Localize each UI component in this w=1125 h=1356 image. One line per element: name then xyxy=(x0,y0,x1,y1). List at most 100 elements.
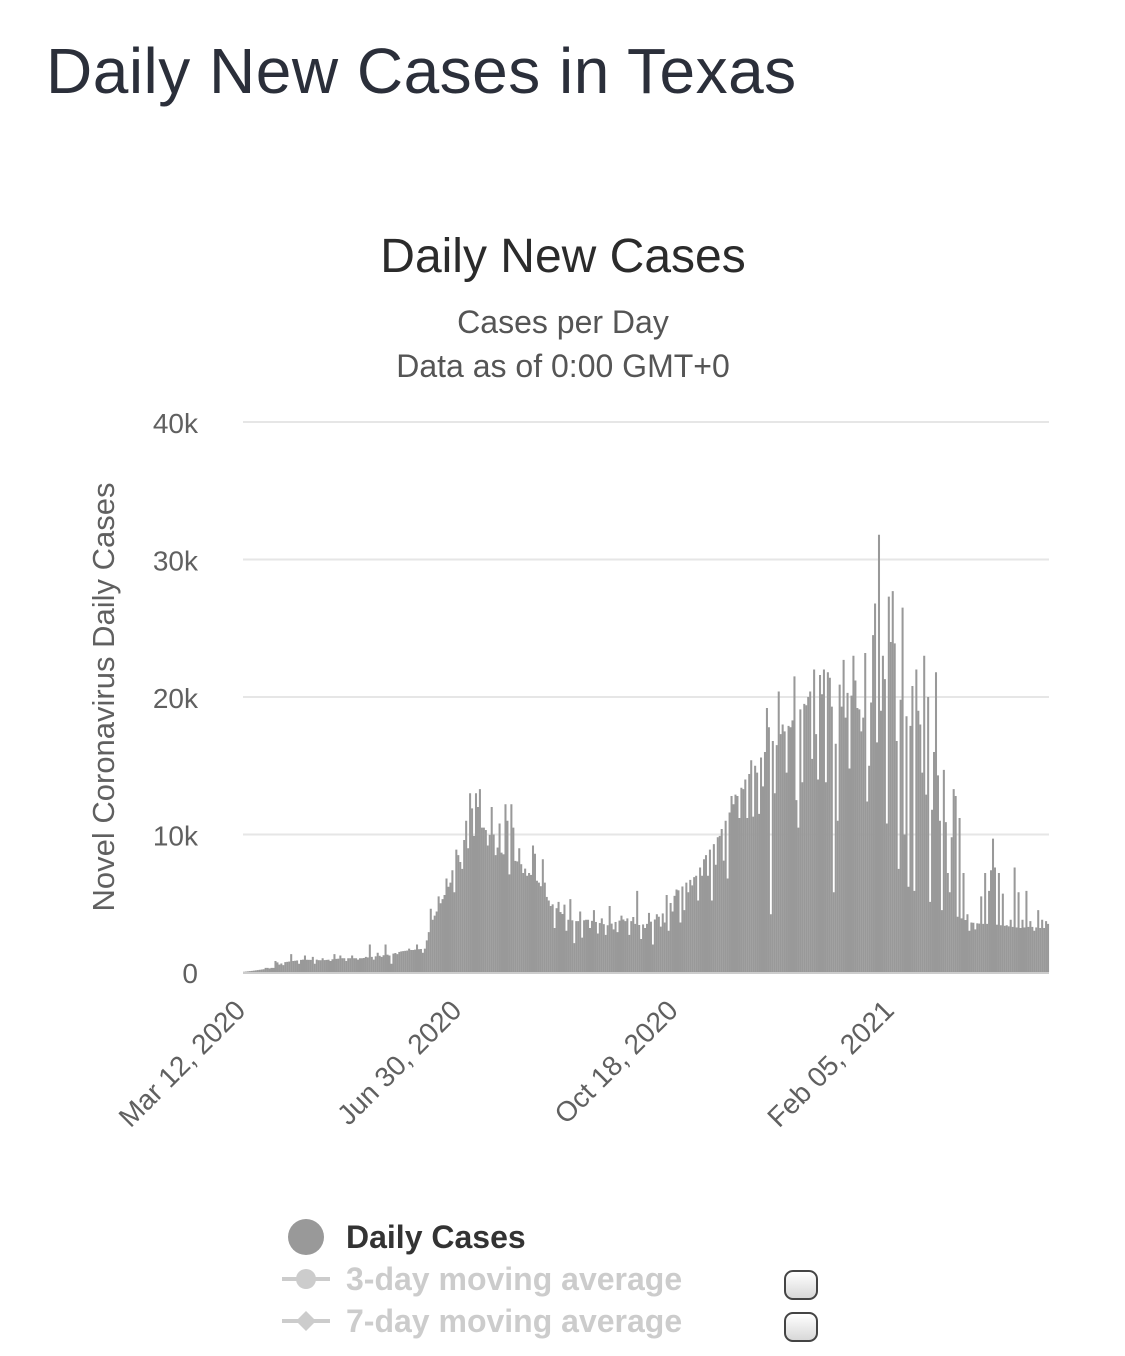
bar-day-12[interactable] xyxy=(266,967,269,973)
bar-day-78[interactable] xyxy=(396,954,399,973)
bar-day-337[interactable] xyxy=(905,716,908,972)
bar-day-335[interactable] xyxy=(901,607,904,973)
bar-day-334[interactable] xyxy=(899,699,902,972)
bar-day-303[interactable] xyxy=(838,684,841,973)
bar-day-353[interactable] xyxy=(936,775,939,973)
bar-day-164[interactable] xyxy=(565,930,568,972)
bar-day-280[interactable] xyxy=(793,676,796,973)
bar-day-105[interactable] xyxy=(449,882,452,973)
bar-day-15[interactable] xyxy=(272,967,275,973)
bar-day-47[interactable] xyxy=(335,958,338,972)
bar-day-327[interactable] xyxy=(885,823,888,973)
bar-day-351[interactable] xyxy=(933,752,936,972)
bar-day-344[interactable] xyxy=(919,724,922,973)
bar-day-144[interactable] xyxy=(526,875,529,972)
bar-day-6[interactable] xyxy=(254,970,257,972)
bar-day-178[interactable] xyxy=(592,910,595,973)
bar-day-32[interactable] xyxy=(305,959,308,972)
bar-day-390[interactable] xyxy=(1009,919,1012,972)
bar-day-367[interactable] xyxy=(964,920,967,972)
bar-day-409[interactable] xyxy=(1047,923,1050,973)
bar-day-158[interactable] xyxy=(553,928,556,972)
bar-day-56[interactable] xyxy=(353,958,356,972)
bar-day-389[interactable] xyxy=(1007,926,1010,972)
bar-day-169[interactable] xyxy=(575,921,578,973)
bar-day-116[interactable] xyxy=(471,808,474,973)
bar-day-77[interactable] xyxy=(394,953,397,972)
bar-day-360[interactable] xyxy=(950,837,953,972)
bar-day-372[interactable] xyxy=(974,929,977,973)
bar-day-166[interactable] xyxy=(569,899,572,973)
bar-day-341[interactable] xyxy=(913,890,916,973)
bar-day-371[interactable] xyxy=(972,922,975,972)
bar-day-142[interactable] xyxy=(522,873,525,972)
bar-day-51[interactable] xyxy=(343,958,346,972)
bar-day-233[interactable] xyxy=(701,875,704,972)
bar-day-184[interactable] xyxy=(604,934,607,973)
bar-day-155[interactable] xyxy=(547,900,550,973)
bar-day-368[interactable] xyxy=(966,914,969,972)
bar-day-245[interactable] xyxy=(724,820,727,972)
bar-day-229[interactable] xyxy=(693,877,696,973)
bar-day-21[interactable] xyxy=(284,962,287,972)
bar-day-302[interactable] xyxy=(836,820,839,972)
bar-day-38[interactable] xyxy=(317,960,320,972)
bar-day-376[interactable] xyxy=(982,923,985,973)
bar-day-11[interactable] xyxy=(264,967,267,973)
bar-day-146[interactable] xyxy=(530,874,533,972)
bar-day-89[interactable] xyxy=(417,949,420,972)
bar-day-212[interactable] xyxy=(659,926,662,973)
bar-day-128[interactable] xyxy=(494,855,497,973)
bar-day-216[interactable] xyxy=(667,930,670,972)
bar-day-399[interactable] xyxy=(1027,926,1030,972)
bar-day-104[interactable] xyxy=(447,886,450,972)
bar-day-198[interactable] xyxy=(632,917,635,972)
bar-day-180[interactable] xyxy=(596,933,599,973)
bar-day-384[interactable] xyxy=(997,873,1000,972)
bar-day-161[interactable] xyxy=(559,912,562,972)
bar-day-172[interactable] xyxy=(581,937,584,973)
bar-day-76[interactable] xyxy=(392,953,395,972)
bar-day-225[interactable] xyxy=(685,882,688,973)
bar-day-211[interactable] xyxy=(657,916,660,972)
bar-day-136[interactable] xyxy=(510,804,513,972)
bar-day-27[interactable] xyxy=(296,960,299,972)
bar-day-135[interactable] xyxy=(508,874,511,973)
bar-day-185[interactable] xyxy=(606,925,609,972)
bar-day-123[interactable] xyxy=(484,830,487,972)
bar-day-45[interactable] xyxy=(331,959,334,972)
bar-day-305[interactable] xyxy=(842,659,845,973)
bar-day-46[interactable] xyxy=(333,954,336,973)
bar-day-122[interactable] xyxy=(482,827,485,973)
bar-day-294[interactable] xyxy=(820,694,823,972)
bar-day-392[interactable] xyxy=(1013,867,1016,973)
bar-day-310[interactable] xyxy=(852,655,855,972)
bar-day-67[interactable] xyxy=(374,956,377,972)
bar-day-397[interactable] xyxy=(1023,927,1026,972)
bar-day-86[interactable] xyxy=(412,950,415,972)
bar-day-147[interactable] xyxy=(531,845,535,973)
bar-day-70[interactable] xyxy=(380,956,383,973)
bar-day-156[interactable] xyxy=(549,906,552,972)
bar-day-177[interactable] xyxy=(590,920,593,972)
bar-day-140[interactable] xyxy=(518,848,521,972)
bar-day-124[interactable] xyxy=(486,845,489,973)
bar-day-340[interactable] xyxy=(911,686,914,972)
bar-day-117[interactable] xyxy=(473,835,476,973)
bar-day-336[interactable] xyxy=(903,834,906,973)
bar-day-383[interactable] xyxy=(995,924,998,972)
bar-day-346[interactable] xyxy=(923,655,926,972)
bar-day-30[interactable] xyxy=(301,959,305,973)
bar-day-202[interactable] xyxy=(640,939,643,972)
bar-day-339[interactable] xyxy=(909,725,912,973)
bar-day-82[interactable] xyxy=(404,950,407,972)
bar-day-189[interactable] xyxy=(614,921,617,972)
bar-day-196[interactable] xyxy=(628,934,631,973)
bar-day-181[interactable] xyxy=(598,923,601,972)
bar-day-113[interactable] xyxy=(465,820,468,972)
bar-day-268[interactable] xyxy=(769,914,772,972)
bar-day-296[interactable] xyxy=(824,782,827,972)
bar-day-174[interactable] xyxy=(585,919,588,972)
bar-day-65[interactable] xyxy=(370,956,373,973)
bar-day-75[interactable] xyxy=(390,963,393,972)
